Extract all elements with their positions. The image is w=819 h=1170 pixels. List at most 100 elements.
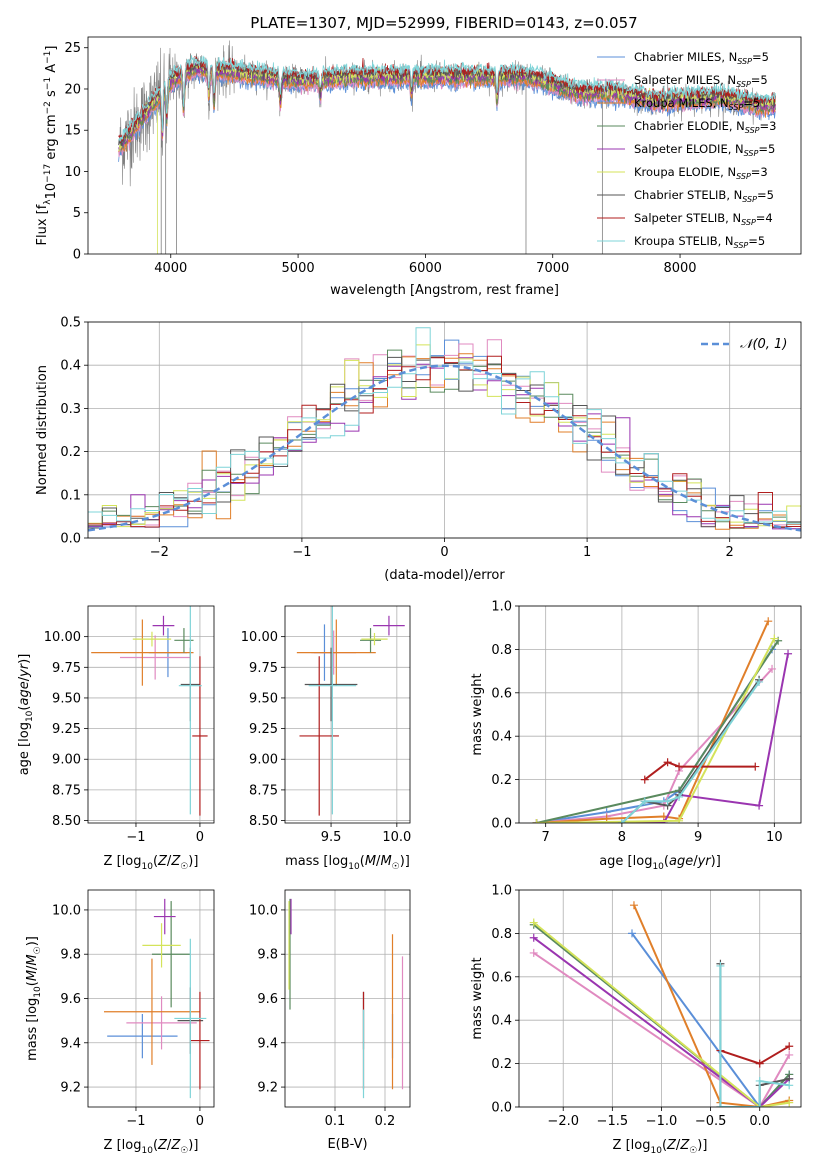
legend-label-sub: SSP xyxy=(745,126,760,135)
legend-label-suffix: =5 xyxy=(752,50,769,64)
axis-label-part: )] xyxy=(25,936,40,946)
axis-label-part: 10 xyxy=(650,1146,662,1156)
tick-label-x: 0.0 xyxy=(749,1114,770,1129)
legend-label-name: Kroupa ELODIE, N xyxy=(634,165,736,179)
axes-residual_histogram: −2 −1 0 1 2 0.0 0.1 0.2 0.3 0.4 0.5 (data-model)/er… xyxy=(35,316,802,583)
errorbar-kroupa-stelib xyxy=(308,606,357,815)
legend-label: Salpeter STELIB, NSSP=4 xyxy=(634,211,773,227)
series-kroupa-elodie xyxy=(532,634,779,823)
tick-label-x: 2 xyxy=(726,545,734,560)
tick-label-y: 9.50 xyxy=(249,691,278,706)
series-line xyxy=(536,653,789,823)
axis-label-part: 10 xyxy=(33,986,43,998)
tick-label-y: 10.0 xyxy=(52,903,81,918)
series-line xyxy=(536,640,779,823)
tick-label-y: 0.4 xyxy=(491,730,512,745)
axis-label-part: )] xyxy=(400,854,410,869)
axis-label-part: age [log xyxy=(17,722,32,775)
tick-label-y: 0.8 xyxy=(491,927,512,942)
series-marker xyxy=(755,1103,764,1107)
series-marker xyxy=(768,664,777,673)
errorbar-kroupa-stelib xyxy=(174,938,207,1099)
series-marker xyxy=(751,762,760,771)
tick-label-y: 0.0 xyxy=(491,1101,512,1116)
axis-label-x: Z [log10(Z/Z☉)] xyxy=(613,1138,708,1156)
axis-label-part: / xyxy=(167,854,172,869)
legend-label: Chabrier ELODIE, NSSP=3 xyxy=(634,119,776,135)
legend-label-sub: SSP xyxy=(742,195,757,204)
axis-label-y: age [log10(age/yr)] xyxy=(17,654,35,776)
axis-label-y: mass [log10(M/M☉)] xyxy=(25,936,43,1061)
legend-label-sub: SSP xyxy=(736,80,751,89)
legend-label-name: Chabrier MILES, N xyxy=(634,50,737,64)
axis-label-part: −1 xyxy=(43,51,53,64)
tick-label-y: 0.1 xyxy=(60,488,81,503)
axis-label-y: Flux [fλ10−17 erg cm−2 s−1 A−1] xyxy=(35,46,59,246)
series-marker xyxy=(785,1081,794,1090)
axis-label-part: Flux [f xyxy=(35,204,50,245)
plot-area-age_vs_mass xyxy=(296,606,405,816)
series-line xyxy=(533,952,791,1107)
axis-label-y: mass weight xyxy=(470,957,485,1039)
axis-label-part: −1 xyxy=(43,77,53,90)
legend-label-suffix: =5 xyxy=(757,188,774,202)
series-marker xyxy=(785,1042,794,1051)
plot-area-mass_vs_Z xyxy=(103,898,210,1099)
series-line xyxy=(644,761,756,781)
legend-label-name: Chabrier STELIB, N xyxy=(634,188,742,202)
tick-label-y: 0.0 xyxy=(60,532,81,547)
series-line xyxy=(533,921,790,1107)
axis-label-part: yr xyxy=(697,854,713,869)
axis-label-part: erg cm xyxy=(44,114,59,163)
axis-label-part: ☉ xyxy=(392,862,400,872)
tick-label-y: 9.25 xyxy=(52,722,81,737)
axis-label-part: mass [log xyxy=(285,854,348,869)
series-marker xyxy=(627,929,636,938)
axis-label-part: / xyxy=(676,1138,681,1153)
axis-label-x: mass [log10(M/M☉)] xyxy=(285,854,410,872)
series-kroupa-stelib xyxy=(617,677,764,823)
tick-label-y: 9.2 xyxy=(60,1081,81,1096)
axis-label-part: mass weight xyxy=(470,673,485,755)
series-salpeter-stelib xyxy=(640,758,760,784)
tick-label-x: −2 xyxy=(150,545,169,560)
axis-label-part: )] xyxy=(188,854,198,869)
tick-label-y: 8.50 xyxy=(249,814,278,829)
axes-frame xyxy=(87,36,802,255)
tick-label-x: −0.5 xyxy=(695,1114,727,1129)
series-marker xyxy=(764,617,773,626)
tick-label-y: 9.6 xyxy=(257,992,278,1007)
axis-label-y: mass weight xyxy=(470,673,485,755)
tick-label-y: 10.00 xyxy=(241,630,278,645)
axis-label-part: age xyxy=(17,681,32,705)
tick-label-y: 15 xyxy=(64,124,81,139)
legend-label-suffix: =4 xyxy=(756,211,773,225)
errorbar-kroupa-miles xyxy=(91,619,194,686)
errorbar-salpeter-stelib xyxy=(192,656,208,816)
tick-label-y: 5 xyxy=(73,206,81,221)
tick-label-y: 9.50 xyxy=(52,691,81,706)
errorbar-kroupa-elodie xyxy=(361,632,388,646)
tick-label-y: 9.4 xyxy=(257,1036,278,1051)
tick-label-x: 7000 xyxy=(536,261,569,276)
axis-label-part: M xyxy=(25,970,40,981)
tick-label-x: −1.0 xyxy=(646,1114,678,1129)
axis-label-part: 10 xyxy=(652,862,664,872)
series-marker xyxy=(529,948,538,957)
series-marker xyxy=(663,758,672,767)
axis-label-part: ☉ xyxy=(180,862,188,872)
series-kroupa-miles xyxy=(629,901,794,1107)
series-kroupa-stelib xyxy=(716,961,794,1107)
axes-mass_vs_ebv: 0.1 0.2 9.2 9.4 9.6 9.8 10.0 E(B-V) xyxy=(249,889,411,1152)
legend-label-name: Salpeter STELIB, N xyxy=(634,211,741,225)
errorbar-salpeter-stelib xyxy=(299,656,339,816)
axis-label-part: ] xyxy=(44,46,59,51)
tick-label-y: 0.0 xyxy=(491,817,512,832)
legend-label-name: Kroupa MILES, N xyxy=(634,96,729,110)
tick-label-y: 0.4 xyxy=(60,359,81,374)
tick-label-x: 8000 xyxy=(663,261,696,276)
model-spectrum-chabrier-stelib xyxy=(118,58,776,147)
axis-label-x: wavelength [Angstrom, rest frame] xyxy=(330,283,559,298)
series-marker xyxy=(770,634,779,643)
model-spectrum-salpeter-elodie xyxy=(118,63,776,151)
